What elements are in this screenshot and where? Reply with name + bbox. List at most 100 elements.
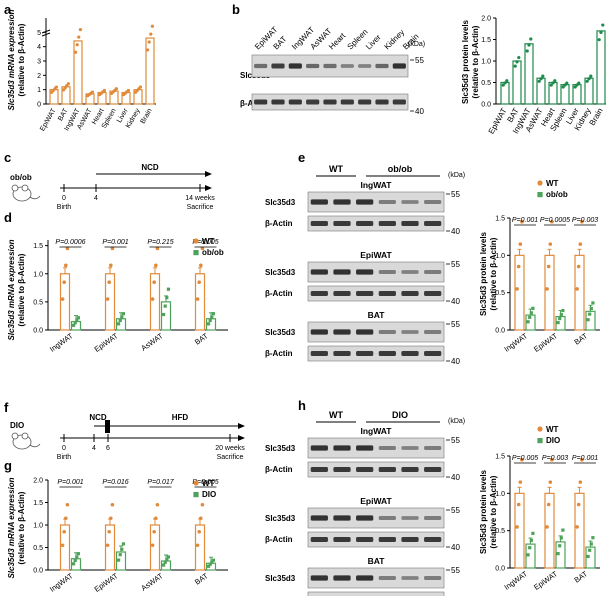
b-point (541, 74, 545, 78)
h-point (546, 502, 551, 507)
panel-letter-g: g (4, 458, 12, 473)
h-blot-slc35d3-band (356, 515, 374, 521)
e-tick-label: 0.5 (495, 290, 505, 297)
h-blot-actin-membrane (307, 531, 445, 548)
g-point (76, 552, 80, 556)
a-point (146, 48, 150, 52)
e-blot-slc35d3-band (310, 329, 328, 335)
a-point (74, 50, 78, 54)
c-timeline-arrow (205, 185, 212, 191)
g-point (154, 516, 158, 521)
d-point (72, 323, 76, 327)
h-pvalue: P=0.001 (572, 455, 598, 462)
h-blot-slc35d3-band (333, 575, 351, 581)
b-point (525, 49, 529, 53)
h-category-label: BAT (572, 569, 589, 585)
h-mw-label: 55 (451, 566, 460, 575)
e-blot-actin-band (310, 290, 328, 297)
g-point (72, 562, 76, 566)
d-point (118, 318, 122, 323)
a-ylabel: Slc35d3 mRNA expression (7, 9, 16, 110)
h-point (520, 457, 524, 462)
g-point (162, 563, 166, 567)
d-point (165, 296, 169, 300)
a-point (147, 40, 151, 44)
e-tissue-label: IngWAT (361, 180, 393, 190)
e-point (580, 219, 584, 224)
h-point (588, 548, 592, 552)
e-point (589, 306, 593, 311)
h-blot-actin-band (333, 466, 351, 473)
h-mw-label: 55 (451, 506, 460, 515)
e-blot-slc35d3-band (356, 329, 374, 335)
e-tick-label: 0.0 (495, 328, 505, 335)
b-point (549, 83, 553, 87)
e-mw-label: 55 (451, 190, 460, 199)
h-tick-label: 1.5 (495, 454, 505, 461)
d-point (162, 312, 166, 317)
e-point (516, 264, 521, 269)
a-point (126, 88, 130, 93)
e-tick-label: 1.5 (495, 216, 505, 223)
c-mouse-icon-ear (11, 184, 19, 192)
g-point (166, 555, 170, 559)
h-point (580, 457, 584, 462)
e-point (546, 264, 551, 269)
h-blot-slc35d3-band (378, 516, 396, 520)
b-blot-slc35d3-band (358, 64, 372, 68)
g-category-label: IngWAT (48, 571, 75, 594)
e-group-label-1: WT (329, 164, 343, 174)
h-point (558, 544, 562, 548)
f-diet1-label: NCD (89, 413, 107, 422)
e-mw-label: 40 (451, 357, 460, 366)
h-blot-slc35d3-membrane (307, 567, 445, 589)
e-ylabel-2: (relative to β-Actin) (489, 237, 498, 310)
g-pvalue: P=0.005 (192, 479, 218, 486)
g-point (117, 558, 121, 562)
h-mw-label: 55 (451, 436, 460, 445)
d-pvalue: P=0.0006 (55, 239, 85, 246)
b-point (551, 81, 555, 85)
c-tick-label: 4 (94, 195, 98, 202)
e-tick-label: 1.0 (495, 253, 505, 260)
d-point (107, 280, 111, 284)
g-point (163, 560, 167, 564)
h-point (518, 480, 523, 484)
b-mw-label: 55 (415, 56, 424, 65)
e-point (561, 308, 565, 313)
b-point (537, 79, 541, 83)
g-point (73, 558, 77, 563)
d-point (166, 287, 170, 291)
e-legend-label-2: ob/ob (546, 190, 568, 199)
b-blot-slc35d3-band (392, 63, 406, 69)
g-ylabel-2: (relative to β-Actin) (17, 491, 26, 564)
d-point (199, 263, 203, 268)
b-blot-actin-band (306, 99, 320, 105)
g-point (152, 529, 156, 534)
h-blot-slc35d3-band (378, 576, 396, 580)
a-point (66, 82, 70, 86)
b-blot-actin-band (392, 99, 406, 105)
e-point (515, 287, 519, 291)
g-tick-label: 0.5 (33, 545, 43, 552)
e-blot-slc35d3-band (310, 199, 328, 205)
d-point (65, 246, 70, 251)
e-point (558, 316, 562, 321)
b-point (597, 38, 601, 42)
g-pvalue: P=0.017 (147, 479, 174, 486)
g-point (195, 543, 200, 548)
e-blot-actin-band (401, 350, 419, 357)
g-point (197, 529, 201, 534)
g-tick-label: 1.0 (33, 523, 43, 530)
d-category-label: BAT (193, 331, 210, 347)
h-legend-swatch-1 (537, 426, 543, 432)
b-point (585, 79, 589, 83)
h-point (591, 536, 595, 540)
e-point (518, 242, 523, 246)
a-axis-break (41, 29, 51, 34)
g-point (109, 516, 113, 521)
panel-letter-e: e (298, 150, 305, 165)
c-sacrifice-label: Sacrifice (187, 204, 214, 211)
a-point (138, 85, 142, 89)
f-end-label: 20 weeks (215, 445, 245, 452)
